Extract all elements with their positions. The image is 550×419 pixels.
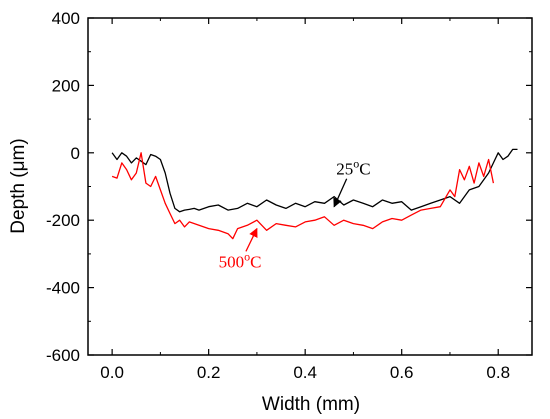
y-tick-label: -400 xyxy=(46,279,80,298)
annotation-label-0: 25oC xyxy=(336,157,370,179)
y-tick-label: 400 xyxy=(52,9,80,28)
x-tick-label: 0.0 xyxy=(100,363,124,382)
x-axis-title: Width (mm) xyxy=(262,394,360,415)
x-tick-label: 0.2 xyxy=(197,363,221,382)
x-tick-label: 0.8 xyxy=(486,363,510,382)
x-tick-label: 0.6 xyxy=(390,363,414,382)
x-tick-label: 0.4 xyxy=(293,363,317,382)
y-axis-ticks: 400 200 0 -200 -400 -600 xyxy=(46,9,532,365)
annotation-arrow-1 xyxy=(245,227,258,252)
y-tick-label: 200 xyxy=(52,76,80,95)
annotation-label-1: 500oC xyxy=(219,249,262,271)
y-axis-title: Depth (μm) xyxy=(8,138,29,233)
series-line-1 xyxy=(111,152,495,240)
y-tick-label: -200 xyxy=(46,211,80,230)
annotations: 25oC 500oC xyxy=(219,157,371,272)
series-lines xyxy=(111,148,518,240)
x-axis-ticks: 0.0 0.2 0.4 0.6 0.8 xyxy=(100,18,510,382)
plot-frame xyxy=(87,17,533,356)
annotation-arrow-0 xyxy=(333,178,348,208)
y-tick-label: 0 xyxy=(71,144,80,163)
y-tick-label: -600 xyxy=(46,346,80,365)
series-line-0 xyxy=(111,148,518,213)
